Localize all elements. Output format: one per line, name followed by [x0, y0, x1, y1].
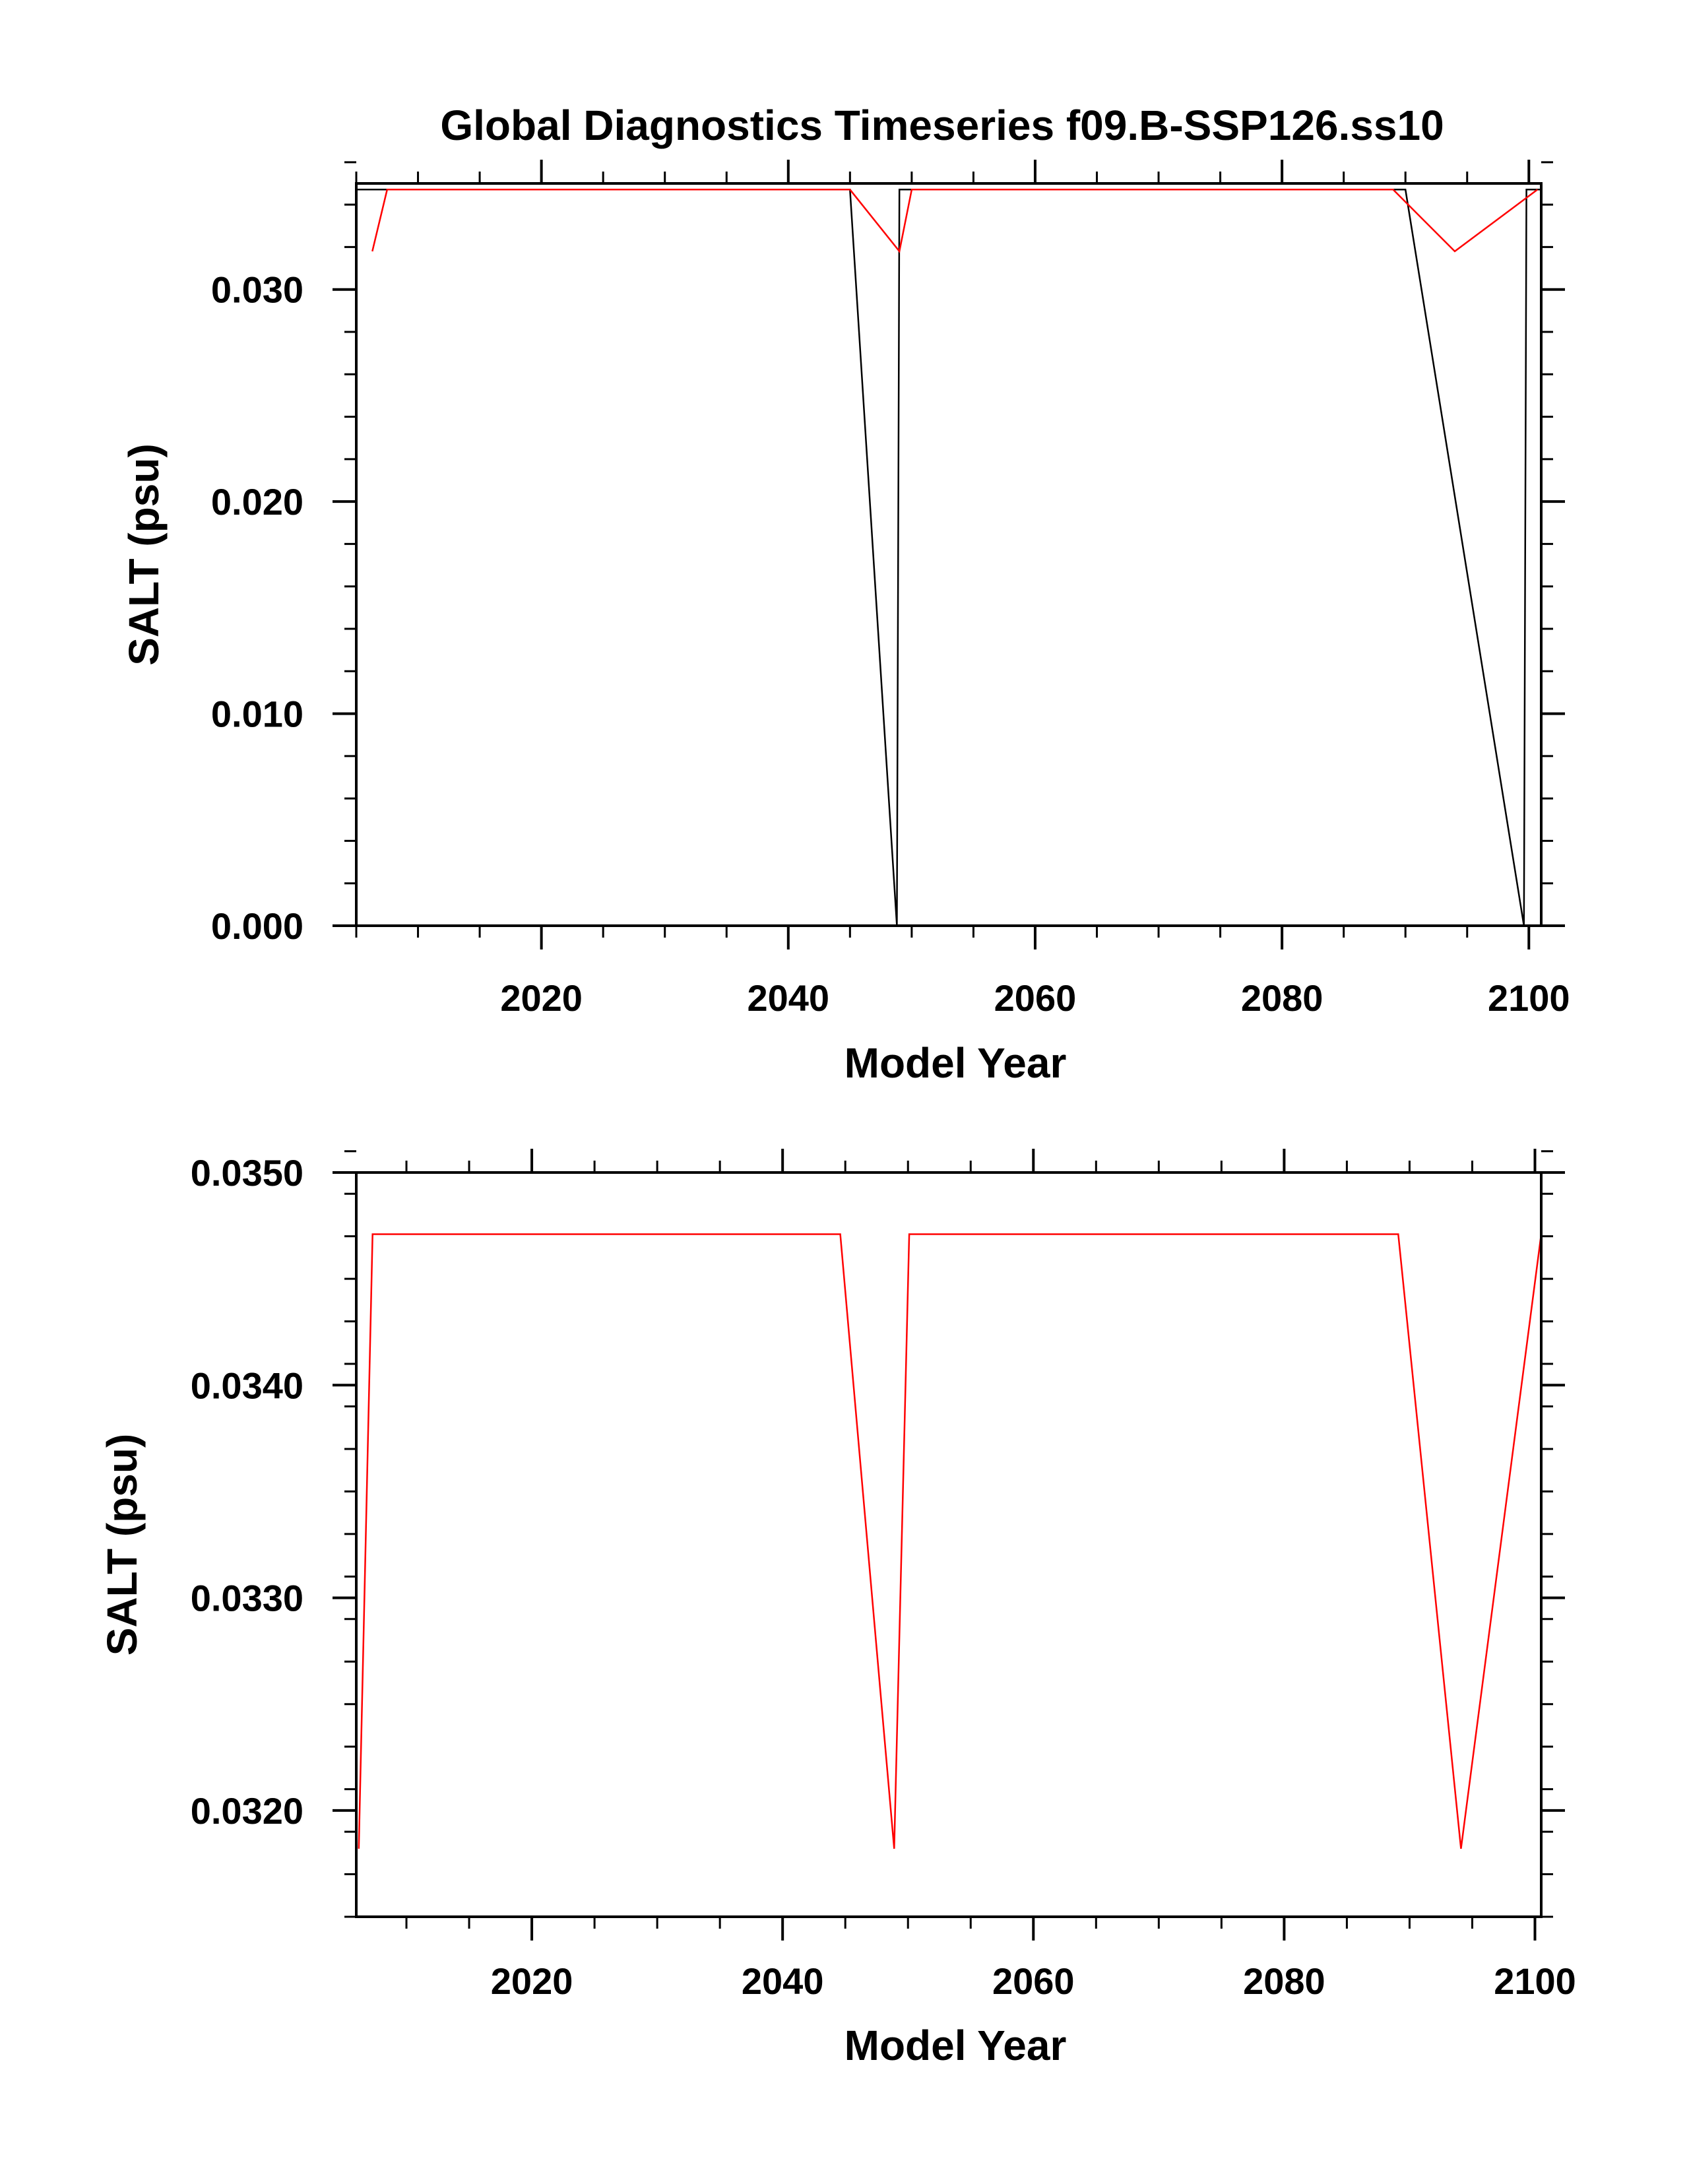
x-tick-label: 2020 [500, 977, 583, 1019]
panel-bottom-tick-labels: 2020 2040 2060 2080 2100 0.0320 0.0330 0.0340 0.… [191, 1152, 1576, 2002]
panel-top-ylabel: SALT (psu) [120, 443, 168, 666]
y-tick-label: 0.020 [211, 481, 303, 523]
x-tick-label: 2040 [748, 977, 830, 1019]
y-tick-label: 0.0330 [191, 1578, 303, 1619]
panel-top-series [356, 189, 1541, 926]
y-tick-label: 0.010 [211, 693, 303, 735]
panel-bottom: 2020 2040 2060 2080 2100 0.0320 0.0330 0.0340 0.… [98, 1149, 1576, 2069]
x-tick-label: 2060 [992, 1960, 1075, 2002]
panel-bottom-frame [355, 1171, 1543, 1918]
x-tick-label: 2100 [1494, 1960, 1576, 2002]
y-tick-label: 0.0320 [191, 1790, 303, 1832]
panel-bottom-xlabel: Model Year [844, 2022, 1067, 2069]
series-line-red [358, 1233, 1543, 1849]
y-tick-label: 0.0340 [191, 1365, 303, 1406]
y-tick-label: 0.030 [211, 269, 303, 311]
panel-top-tick-labels: 2020 2040 2060 2080 2100 0.000 0.010 0.020 0.030 [211, 269, 1570, 1019]
x-tick-label: 2080 [1241, 977, 1323, 1019]
x-tick-label: 2080 [1243, 1960, 1325, 2002]
x-tick-label: 2040 [742, 1960, 824, 2002]
panel-bottom-ticks [333, 1149, 1565, 1941]
panel-top: 2020 2040 2060 2080 2100 0.000 0.010 0.020 0.030… [120, 160, 1570, 1087]
panel-bottom-ylabel: SALT (psu) [98, 1434, 146, 1656]
panel-top-xlabel: Model Year [844, 1039, 1067, 1087]
series-line-red [371, 189, 1539, 253]
x-tick-label: 2020 [491, 1960, 573, 2002]
chart-title: Global Diagnostics Timeseries f09.B-SSP1… [440, 102, 1444, 149]
x-tick-label: 2100 [1488, 977, 1570, 1019]
y-tick-label: 0.0350 [191, 1152, 303, 1194]
panel-top-ticks [333, 160, 1565, 949]
y-tick-label: 0.000 [211, 905, 303, 947]
x-tick-label: 2060 [994, 977, 1077, 1019]
panel-bottom-series [358, 1233, 1543, 1849]
panel-top-frame [355, 182, 1543, 927]
